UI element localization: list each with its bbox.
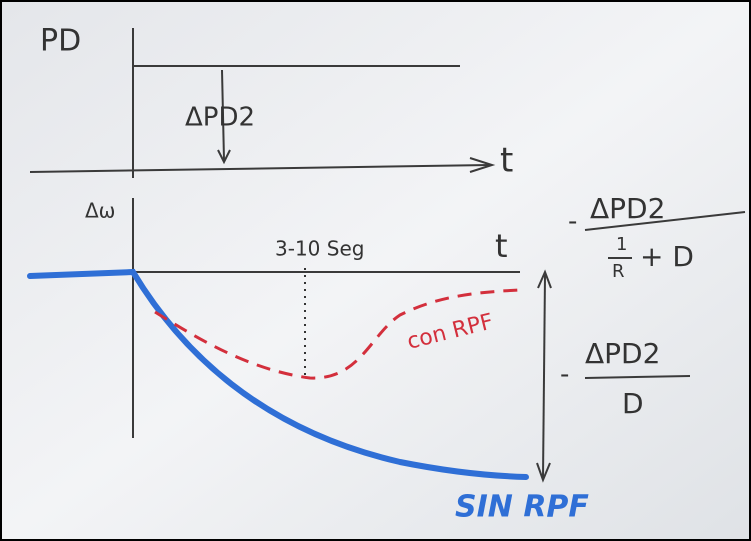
label-without-rpf: SIN RPF <box>455 490 589 525</box>
formula-sign: - <box>560 360 569 390</box>
inner-denominator: R <box>612 261 625 282</box>
step-label: ΔPD2 <box>185 103 255 133</box>
formula-numerator: ΔPD2 <box>590 192 665 225</box>
formula-sign: - <box>568 207 577 237</box>
bottom-x-label: t <box>495 227 508 265</box>
top-y-label: PD <box>40 24 81 59</box>
formula-denominator-rest: + D <box>640 240 694 273</box>
formula-denominator: D <box>622 387 644 420</box>
formula-numerator: ΔPD2 <box>585 337 660 370</box>
bottom-y-label: Δω <box>85 199 115 223</box>
time-range: 3-10 Seg <box>275 237 364 261</box>
whiteboard: PD ΔPD2 t Δω 3-10 Seg t con RPF SIN RPF … <box>0 0 751 541</box>
top-x-label: t <box>500 141 513 181</box>
inner-numerator: 1 <box>616 234 627 255</box>
